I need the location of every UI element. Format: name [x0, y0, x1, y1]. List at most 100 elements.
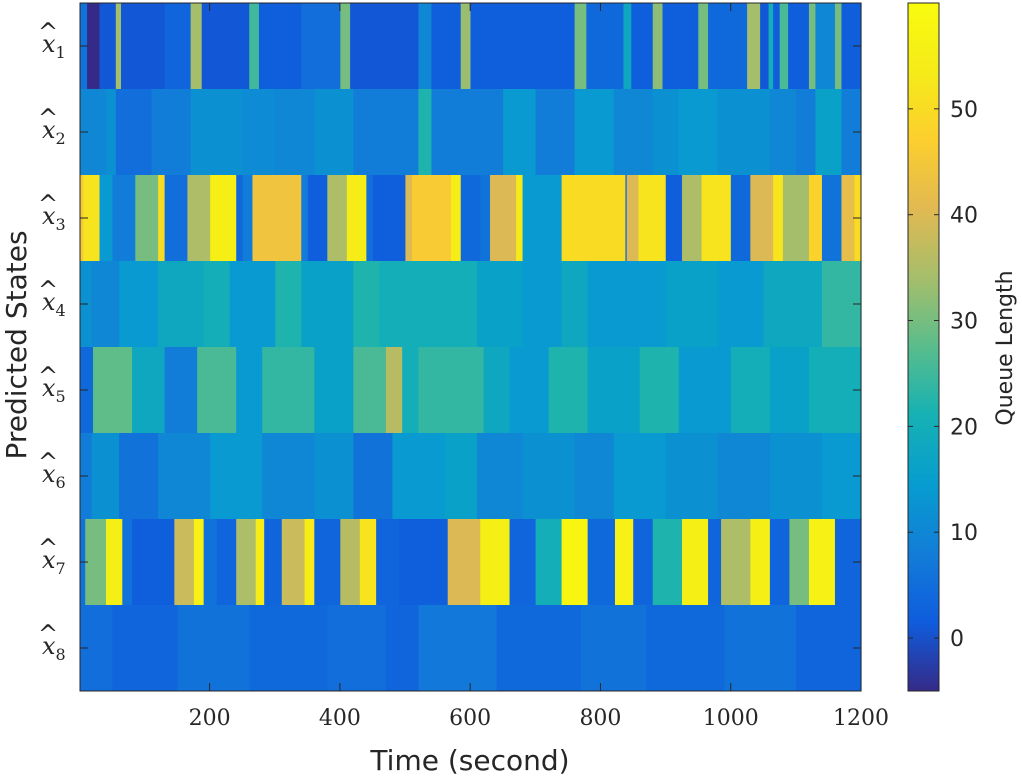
heatmap-cell	[483, 347, 511, 434]
heatmap-cell	[353, 347, 387, 434]
heatmap-row-8	[80, 605, 862, 692]
plot-area	[79, 2, 862, 692]
x-tick-label: 600	[449, 706, 491, 731]
x-axis-label: Time (second)	[369, 744, 569, 777]
heatmap-cell	[372, 175, 407, 262]
heatmap-cell	[174, 519, 195, 606]
heatmap-cell	[444, 433, 478, 520]
heatmap-cell	[242, 175, 254, 262]
heatmap-cell	[815, 3, 836, 90]
colorbar-gradient	[907, 2, 940, 692]
colorbar-tick-label: 20	[950, 415, 978, 440]
heatmap-row-6	[80, 433, 862, 520]
heatmap-cell	[301, 175, 309, 262]
heatmap-cell	[750, 175, 774, 262]
heatmap-cell	[768, 3, 774, 90]
heatmap-cell	[717, 433, 771, 520]
heatmap-cell	[747, 3, 761, 90]
heatmap-cell	[460, 3, 472, 90]
heatmap-cell	[808, 519, 836, 606]
heatmap-cell	[314, 519, 341, 606]
heatmap-cell	[450, 175, 462, 262]
heatmap-cell	[535, 89, 576, 176]
heatmap-cell	[480, 519, 511, 606]
heatmap-cell	[613, 89, 654, 176]
state-hat: ^	[38, 190, 58, 218]
heatmap-cell	[115, 3, 122, 90]
heatmap-cell	[275, 261, 302, 348]
heatmap-cell	[470, 3, 576, 90]
state-label-4: x4	[42, 288, 66, 320]
heatmap-cell	[264, 519, 283, 606]
heatmap-cell	[193, 519, 205, 606]
heatmap-cell	[301, 261, 354, 348]
y-axis-label: Predicted States	[0, 230, 33, 459]
heatmap-cell	[808, 3, 817, 90]
heatmap-cell	[834, 3, 843, 90]
heatmap-cell	[275, 89, 315, 176]
heatmap-cell	[795, 605, 862, 692]
heatmap-cell	[652, 89, 680, 176]
heatmap-cell	[99, 3, 117, 90]
heatmap-cell	[614, 519, 634, 606]
heatmap-cell	[83, 175, 101, 262]
x-tick-label: 1000	[703, 706, 759, 731]
state-label-2: x2	[42, 116, 66, 148]
heatmap-cell	[682, 175, 703, 262]
heatmap-cell	[398, 519, 449, 606]
heatmap-cell	[281, 519, 306, 606]
x-tick-label: 800	[579, 706, 621, 731]
colorbar-tick-label: 50	[950, 98, 978, 123]
heatmap-cell	[418, 89, 433, 176]
heatmap-cell	[340, 3, 351, 90]
heatmap-cell	[587, 347, 641, 434]
y-axis-state-labels: x1^x2^x3^x4^x5^x6^x7^x8^	[38, 18, 861, 664]
heatmap-cell	[662, 3, 699, 90]
heatmap-cell	[516, 175, 524, 262]
heatmap-cell	[779, 3, 789, 90]
heatmap-cell	[164, 3, 192, 90]
heatmap-cell	[314, 347, 354, 434]
heatmap-cell	[151, 89, 192, 176]
heatmap-cell	[177, 605, 250, 692]
heatmap-cell	[262, 433, 315, 520]
heatmap-row-5	[80, 347, 862, 434]
heatmap-row-7	[80, 519, 862, 606]
heatmap-cell	[258, 3, 302, 90]
state-label-6: x6	[42, 460, 66, 492]
heatmap-cell	[359, 519, 377, 606]
heatmap-cell	[730, 175, 751, 262]
state-hat: ^	[38, 620, 58, 648]
heatmap-cell	[730, 347, 771, 434]
heatmap-cell	[431, 89, 504, 176]
heatmap-cell	[340, 519, 361, 606]
heatmap-cell	[665, 433, 719, 520]
heatmap-cell	[665, 261, 719, 348]
heatmap-cell	[574, 3, 587, 90]
state-hat: ^	[38, 534, 58, 562]
heatmap-cell	[522, 175, 563, 262]
state-label-7: x7	[42, 546, 66, 578]
heatmap-cell	[115, 89, 153, 176]
heatmap-cell	[190, 3, 203, 90]
heatmap-cell	[815, 89, 843, 176]
heatmap-cell	[112, 605, 179, 692]
heatmap-cell	[760, 3, 770, 90]
heatmap-cell	[561, 261, 589, 348]
heatmap-cell	[210, 433, 263, 520]
heatmap-cell	[788, 3, 810, 90]
colorbar-tick-label: 40	[950, 204, 978, 229]
heatmap-cell	[782, 175, 810, 262]
heatmap-cell	[431, 3, 462, 90]
heatmap-cell	[85, 519, 107, 606]
heatmap-cell	[646, 605, 725, 692]
heatmap-cell	[678, 89, 719, 176]
heatmap-cell	[535, 519, 563, 606]
heatmap-cell	[574, 89, 615, 176]
heatmap-cell	[763, 261, 823, 348]
heatmap-cell	[841, 175, 856, 262]
heatmap-cell	[795, 89, 817, 176]
heatmap-cell	[581, 605, 647, 692]
colorbar-tick-label: 30	[950, 310, 978, 335]
heatmap-cell	[203, 261, 231, 348]
